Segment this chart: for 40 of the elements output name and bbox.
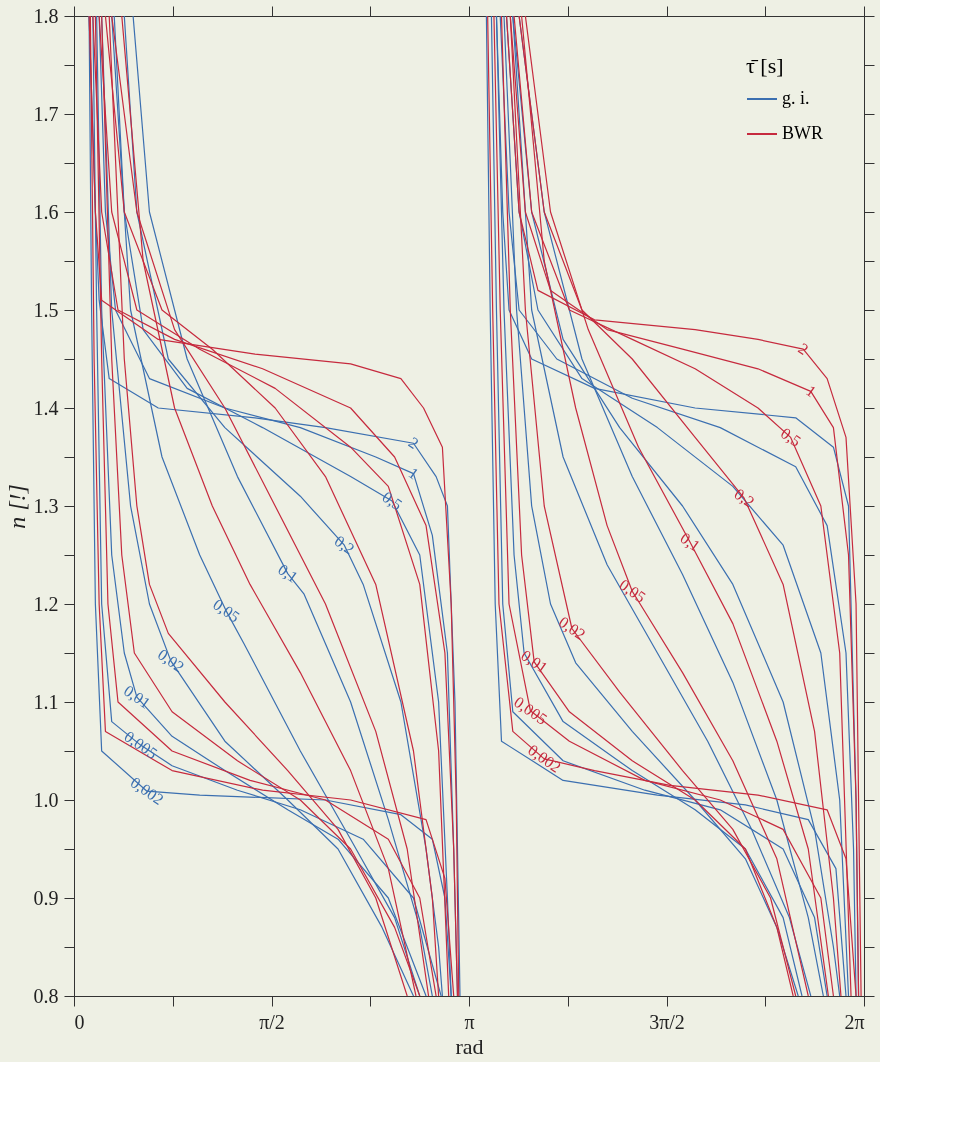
legend-label: BWR [782, 123, 824, 143]
legend-label: g. i. [782, 88, 810, 108]
annotation: 0,1 [677, 529, 704, 555]
x-tick-label: 2π [844, 1010, 865, 1033]
legend-title: τ̄ [s] [746, 53, 784, 78]
annotation: 0,01 [518, 646, 551, 677]
y-axis-title: n [!] [3, 484, 30, 529]
annotation: 0,01 [120, 681, 154, 712]
annotation: 0,5 [777, 424, 805, 450]
annotation: 0,2 [731, 485, 758, 511]
x-axis-title: rad [455, 1033, 484, 1059]
annotation: 1 [802, 381, 820, 401]
y-tick-label: 1.6 [33, 200, 59, 223]
annotation: 2 [405, 433, 422, 453]
annotation: 1 [405, 463, 422, 483]
x-tick-label: 0 [74, 1010, 85, 1033]
annotation: 0,02 [154, 645, 188, 676]
annotation: 0,005 [121, 727, 161, 762]
y-tick-label: 1.8 [33, 4, 59, 27]
y-tick-label: 1.5 [33, 298, 59, 321]
annotation: 0,05 [616, 575, 649, 606]
y-tick-label: 1.1 [33, 690, 59, 713]
annotation: 0,002 [127, 773, 167, 809]
y-tick-label: 1.0 [33, 788, 59, 811]
y-tick-label: 1.3 [33, 494, 59, 517]
y-tick-label: 0.9 [33, 886, 59, 909]
annotation: 2 [795, 339, 812, 359]
annotation: 0,005 [511, 693, 551, 728]
x-tick-label: π/2 [259, 1010, 285, 1033]
annotation: 0,5 [379, 487, 406, 514]
y-tick-label: 0.8 [33, 984, 59, 1007]
annotation: 0,05 [210, 595, 243, 626]
annotation: 0,1 [274, 560, 302, 586]
y-tick-label: 1.7 [33, 102, 59, 125]
y-tick-label: 1.4 [33, 396, 59, 419]
x-tick-label: 3π/2 [649, 1010, 685, 1033]
annotation: 0,02 [555, 613, 589, 644]
y-tick-label: 1.2 [33, 592, 59, 615]
x-tick-label: π [464, 1010, 475, 1033]
annotation: 0,2 [331, 532, 358, 558]
